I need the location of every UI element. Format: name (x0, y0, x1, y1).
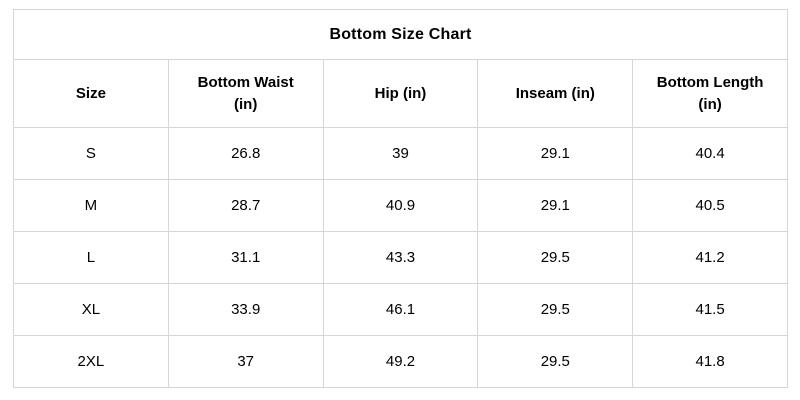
cell-inseam: 29.1 (477, 127, 634, 180)
cell-size: L (13, 231, 169, 284)
table-row-m: M 28.7 40.9 29.1 40.5 (13, 179, 788, 232)
cell-hip: 40.9 (322, 179, 479, 232)
cell-bottom-length: 41.5 (632, 283, 788, 336)
table-row-xl: XL 33.9 46.1 29.5 41.5 (13, 283, 788, 336)
cell-size: M (13, 179, 169, 232)
cell-inseam: 29.5 (477, 231, 634, 284)
size-chart-container: Bottom Size Chart Size Bottom Waist (in)… (13, 9, 788, 388)
table-row-2xl: 2XL 37 49.2 29.5 41.8 (13, 335, 788, 388)
bottom-size-chart-table: Bottom Size Chart Size Bottom Waist (in)… (13, 9, 788, 388)
column-header-bottom-length: Bottom Length (in) (632, 59, 788, 128)
cell-bottom-length: 40.4 (632, 127, 788, 180)
cell-bottom-waist: 26.8 (167, 127, 324, 180)
column-header-inseam: Inseam (in) (477, 59, 634, 128)
table-title: Bottom Size Chart (13, 9, 788, 60)
column-header-bottom-length-label: Bottom Length (in) (656, 73, 764, 113)
column-header-hip-label: Hip (in) (374, 84, 427, 102)
cell-bottom-waist: 37 (167, 335, 324, 388)
cell-size: S (13, 127, 169, 180)
cell-bottom-length: 40.5 (632, 179, 788, 232)
column-header-size: Size (13, 59, 169, 128)
table-row-l: L 31.1 43.3 29.5 41.2 (13, 231, 788, 284)
table-title-row: Bottom Size Chart (13, 9, 788, 60)
column-header-bottom-waist: Bottom Waist (in) (167, 59, 324, 128)
cell-size: 2XL (13, 335, 169, 388)
column-header-size-label: Size (75, 84, 106, 102)
cell-bottom-waist: 31.1 (167, 231, 324, 284)
table-header-row: Size Bottom Waist (in) Hip (in) Inseam (… (13, 59, 788, 128)
table-row-s: S 26.8 39 29.1 40.4 (13, 127, 788, 180)
cell-bottom-length: 41.8 (632, 335, 788, 388)
column-header-hip: Hip (in) (322, 59, 479, 128)
cell-bottom-length: 41.2 (632, 231, 788, 284)
cell-inseam: 29.5 (477, 335, 634, 388)
cell-hip: 39 (322, 127, 479, 180)
cell-hip: 43.3 (322, 231, 479, 284)
cell-hip: 46.1 (322, 283, 479, 336)
cell-bottom-waist: 28.7 (167, 179, 324, 232)
column-header-bottom-waist-label: Bottom Waist (in) (197, 73, 294, 113)
cell-inseam: 29.1 (477, 179, 634, 232)
cell-bottom-waist: 33.9 (167, 283, 324, 336)
column-header-inseam-label: Inseam (in) (515, 84, 595, 102)
cell-size: XL (13, 283, 169, 336)
cell-inseam: 29.5 (477, 283, 634, 336)
cell-hip: 49.2 (322, 335, 479, 388)
